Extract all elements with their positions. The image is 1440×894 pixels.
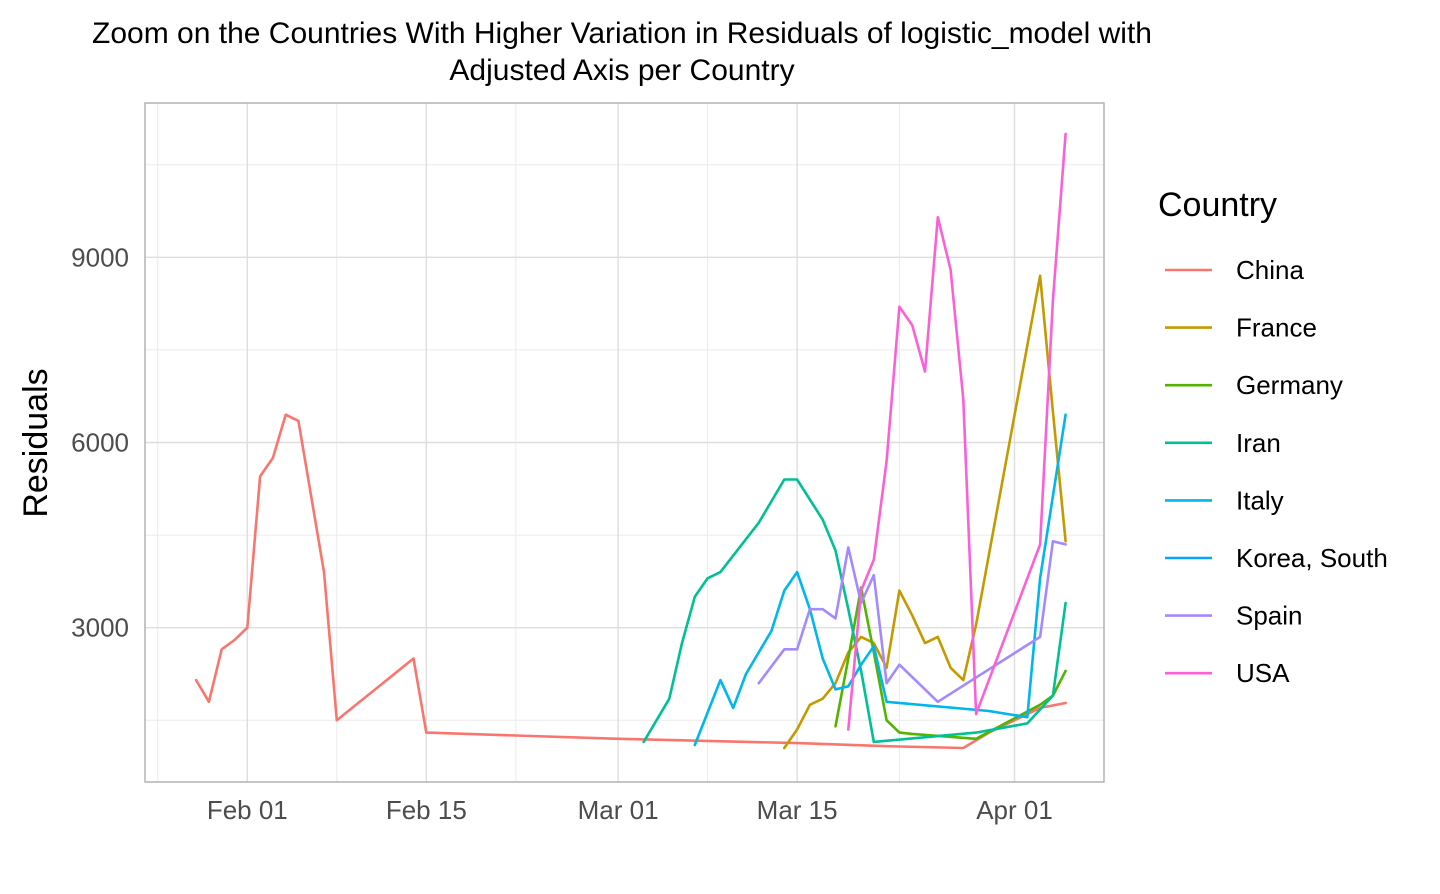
series-line-china xyxy=(194,413,1067,750)
series-line-usa xyxy=(846,132,1067,731)
x-tick-label: Mar 01 xyxy=(578,795,659,825)
legend-label-germany: Germany xyxy=(1236,370,1343,400)
legend-label-italy: Italy xyxy=(1236,485,1284,515)
chart-title-line-2: Adjusted Axis per Country xyxy=(449,54,794,87)
x-tick-label: Mar 15 xyxy=(757,795,838,825)
series-line-germany xyxy=(834,586,1067,741)
x-tick-label: Feb 15 xyxy=(386,795,467,825)
plot-panel-border xyxy=(144,102,1105,783)
legend-title: Country xyxy=(1158,186,1277,224)
legend-label-korea-south: Korea, South xyxy=(1236,543,1388,573)
y-axis-ticks: 3000 6000 9000 xyxy=(71,242,129,642)
series-lines xyxy=(194,132,1067,750)
legend-label-china: China xyxy=(1236,255,1304,285)
y-axis-title: Residuals xyxy=(17,368,55,517)
legend-label-iran: Iran xyxy=(1236,428,1281,458)
y-tick-label: 6000 xyxy=(71,428,129,458)
y-tick-label: 9000 xyxy=(71,242,129,272)
y-tick-label: 3000 xyxy=(71,613,129,643)
legend-label-usa: USA xyxy=(1236,658,1290,688)
x-axis-ticks: Feb 01 Feb 15 Mar 01 Mar 15 Apr 01 xyxy=(207,795,1053,825)
series-line-italy xyxy=(693,413,1067,747)
x-tick-label: Feb 01 xyxy=(207,795,288,825)
series-line-spain xyxy=(757,539,1067,704)
series-line-france xyxy=(782,274,1067,750)
x-tick-label: Apr 01 xyxy=(976,795,1053,825)
major-gridlines xyxy=(145,103,1104,782)
legend-label-france: France xyxy=(1236,313,1317,343)
legend-label-spain: Spain xyxy=(1236,601,1303,631)
series-line-iran xyxy=(642,478,1067,744)
legend: China France Germany Iran Italy Korea, South S… xyxy=(1165,255,1388,688)
chart-title-line-1: Zoom on the Countries With Higher Variat… xyxy=(92,17,1152,50)
